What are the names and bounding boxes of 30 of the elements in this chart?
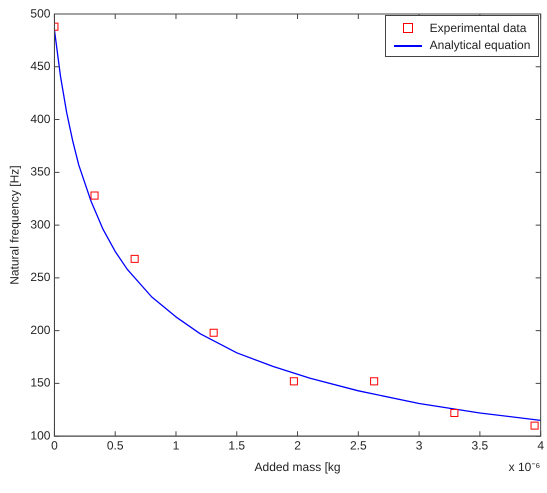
x-tick-label: 0 [51,438,58,453]
y-tick-label: 150 [30,376,51,390]
y-axis-title: Natural frequency [Hz] [8,165,22,285]
y-tick-label: 100 [30,428,51,443]
point [370,377,378,386]
point [90,192,99,200]
point [130,254,139,263]
point [530,422,539,430]
x-tick-label: 2.5 [350,438,367,453]
x-tick-label: 4 [537,438,544,453]
x-tick-label: 1 [172,438,180,453]
x-tick-label: 3 [416,438,423,453]
x-tick-label: 1.5 [228,438,246,453]
y-tick-label: 300 [30,217,51,232]
x-tick-label: 0.5 [106,438,124,453]
y-tick-label: 400 [30,112,51,126]
point [450,408,458,418]
point [290,377,298,386]
y-tick-label: 200 [30,322,51,337]
y-tick-label: 250 [30,270,51,284]
x-tick-label: 3.5 [472,438,489,453]
y-tick-label: 450 [30,59,51,74]
x-axis-title: Added mass [kg [254,460,341,474]
legend-label: Experimental data [430,20,526,34]
legend-label: Analytical equation [430,38,530,52]
point [210,328,218,337]
y-tick-label: 500 [30,6,51,20]
y-tick-label: 350 [30,164,51,179]
x-tick-label: 2 [294,438,302,453]
text: x 10⁻⁶ [508,459,540,476]
